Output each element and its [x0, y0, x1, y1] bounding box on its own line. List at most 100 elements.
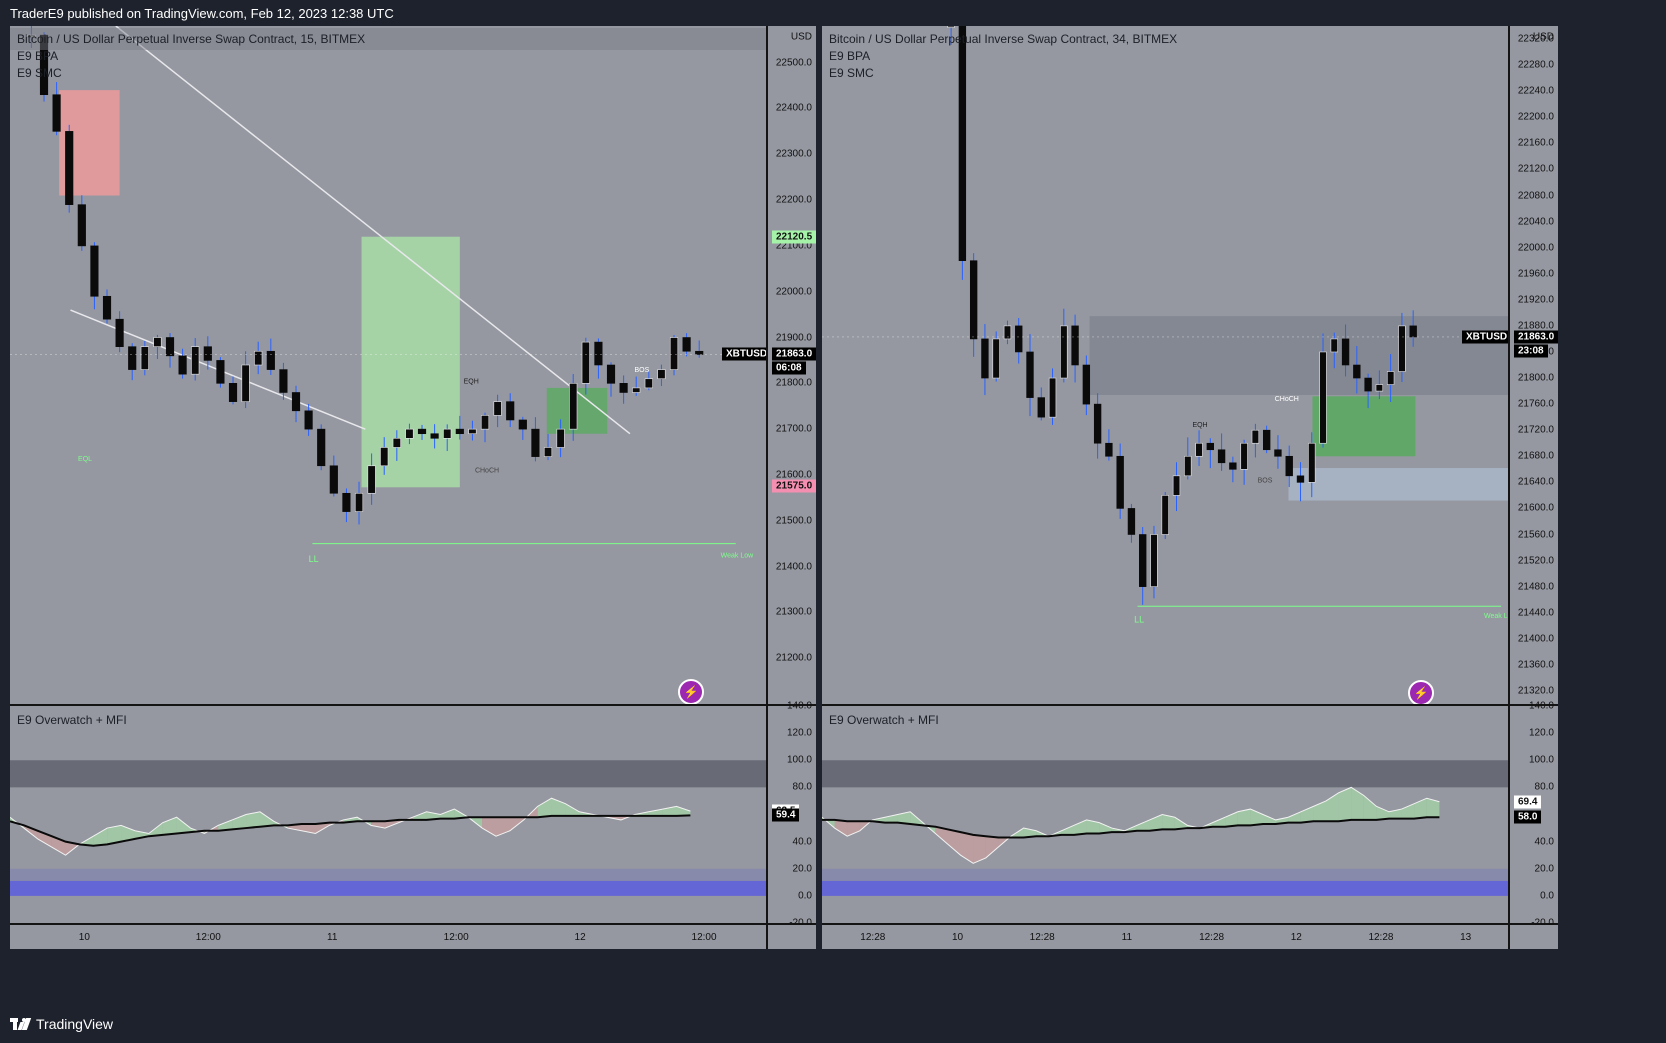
mfi-fill-segment — [648, 809, 663, 816]
right-price-plot[interactable]: EQH CHoCH BOS LL Weak L Bitcoin / US Dollar … — [822, 26, 1508, 704]
candle-body — [1071, 325, 1079, 366]
left-price-tick: 22300.0 — [775, 148, 812, 160]
left-price-tick: 21400.0 — [775, 561, 812, 573]
candle-body — [958, 26, 967, 261]
mfi-fill-segment — [1212, 817, 1226, 827]
left-indicator-smc[interactable]: E9 SMC — [17, 66, 62, 80]
mfi-fill-segment — [440, 809, 455, 819]
left-time-axis[interactable]: 10 12:00 11 12:00 12 12:00 — [10, 925, 766, 949]
right-price-tick: 21560.0 — [1517, 529, 1554, 540]
left-oscillator-plot[interactable]: E9 Overwatch + MFI — [10, 706, 766, 923]
candle-body — [417, 428, 427, 435]
right-countdown: 23:08 — [1514, 344, 1548, 358]
candle-body — [165, 337, 175, 357]
candle-body — [291, 392, 301, 412]
candle-body — [354, 492, 364, 512]
candle-body — [992, 338, 1000, 379]
right-oscillator-plot[interactable]: E9 Overwatch + MFI — [822, 706, 1508, 923]
mfi-fill-segment — [371, 821, 385, 829]
oversold-core — [822, 880, 1508, 896]
candle-body — [342, 492, 351, 512]
mfi-fill-segment — [1074, 819, 1087, 835]
right-indicator-smc[interactable]: E9 SMC — [829, 66, 874, 80]
mfi-fill-segment — [121, 825, 135, 842]
left-price-tick: 22500.0 — [775, 57, 812, 69]
mfi-fill-segment — [1263, 814, 1276, 824]
right-osc-axis[interactable]: 140.0 120.0 100.0 80.0 40.0 20.0 0.0 -20.0 69.4 5… — [1510, 701, 1558, 929]
candle-body — [317, 428, 326, 467]
candle-body — [1341, 338, 1350, 366]
candle-body — [682, 337, 691, 352]
left-last-price-tag: 21863.0 — [772, 347, 817, 361]
right-time-tick: 11 — [1121, 932, 1133, 943]
right-flash-icon[interactable]: ⚡ — [1408, 680, 1434, 704]
right-indicator-bpa[interactable]: E9 BPA — [829, 49, 871, 63]
mfi-fill-segment — [847, 821, 860, 837]
mfi-fill-segment — [1099, 822, 1112, 834]
right-price-tick: 21760.0 — [1517, 398, 1554, 410]
right-osc-tag-b: 58.0 — [1514, 810, 1542, 824]
left-time-tick: 12 — [574, 932, 586, 943]
candle-body — [493, 401, 502, 416]
candle-body — [518, 419, 527, 430]
candle-body — [216, 360, 225, 384]
left-price-axis[interactable]: USD 22500.0 22400.0 22300.0 22200.0 22100.0 2… — [768, 26, 817, 704]
mfi-fill-segment — [998, 836, 1011, 848]
right-osc-tick: 140.0 — [1528, 700, 1554, 712]
left-price-plot[interactable]: EQL EQH CHoCH BOS LL Weak Low Bitcoin / US Do… — [10, 26, 766, 704]
right-price-axis[interactable]: USD 22320.0 22280.0 22240.0 22200.0 22160.0 2… — [1510, 26, 1559, 704]
mfi-fill-segment — [1174, 817, 1188, 830]
left-price-tick: 22400.0 — [775, 102, 812, 114]
left-osc-tag-b: 59.4 — [772, 808, 800, 822]
tradingview-logo[interactable]: TradingView — [10, 1016, 113, 1032]
left-flash-icon[interactable]: ⚡ — [678, 679, 704, 704]
oversold-core — [10, 880, 766, 896]
right-price-tick: 22120.0 — [1517, 163, 1554, 175]
candle-body — [1274, 449, 1282, 457]
mfi-fill-segment — [1376, 806, 1389, 820]
candle-body — [531, 428, 540, 457]
smc-label-bos: BOS — [634, 367, 649, 374]
mfi-fill-segment — [1313, 800, 1326, 822]
mfi-fill-segment — [176, 817, 191, 834]
candle-body — [1150, 534, 1158, 587]
left-osc-axis[interactable]: 140.0120.0100.080.040.020.00.0-20.062.55… — [768, 701, 816, 929]
tradingview-brand: TradingView — [36, 1016, 114, 1032]
mfi-fill-segment — [93, 828, 108, 846]
left-price-tick: 21600.0 — [775, 469, 812, 481]
left-osc-tick: 80.0 — [792, 781, 812, 793]
candle-body — [1229, 462, 1237, 470]
candle-body — [1285, 455, 1293, 477]
candle-body — [1060, 325, 1068, 379]
candle-body — [65, 131, 74, 205]
candle-body — [455, 428, 464, 435]
candle-body — [606, 364, 616, 384]
right-price-tick: 21360.0 — [1517, 659, 1554, 671]
candle-body — [1105, 442, 1113, 457]
smc-label-choch: CHoCH — [1275, 396, 1299, 403]
candle-body — [1398, 325, 1406, 372]
mfi-fill-segment — [960, 832, 974, 864]
left-osc-tick: 20.0 — [792, 863, 812, 875]
left-symbol-tag: XBTUSD — [722, 347, 766, 361]
right-osc-tick: 80.0 — [1534, 781, 1554, 793]
right-time-axis[interactable]: 12:28 10 12:28 11 12:28 12 12:28 13 — [822, 925, 1508, 949]
mfi-fill-segment — [1338, 787, 1352, 822]
mfi-fill-segment — [1149, 814, 1163, 831]
candle-body — [1262, 429, 1271, 451]
left-indicator-bpa[interactable]: E9 BPA — [17, 49, 59, 63]
smc-label-bos: BOS — [1258, 477, 1273, 484]
left-price-tick: 22100.0 — [775, 240, 812, 252]
right-symbol-tag: XBTUSD — [1462, 330, 1508, 344]
candle-body — [1116, 455, 1124, 509]
right-currency: USD — [1532, 31, 1554, 43]
candle-body — [1161, 495, 1169, 535]
right-chart-panel: EQH CHoCH BOS LL Weak L Bitcoin / US Dollar … — [822, 26, 1559, 949]
mfi-fill-segment — [1401, 803, 1415, 819]
candle-body — [27, 34, 36, 37]
right-time-tick: 12:28 — [860, 932, 886, 943]
left-osc-tick: 140.0 — [786, 700, 812, 712]
right-symbol-title: Bitcoin / US Dollar Perpetual Inverse Sw… — [829, 32, 1178, 46]
right-price-tick: 22280.0 — [1517, 59, 1554, 71]
candle-body — [1353, 364, 1361, 379]
